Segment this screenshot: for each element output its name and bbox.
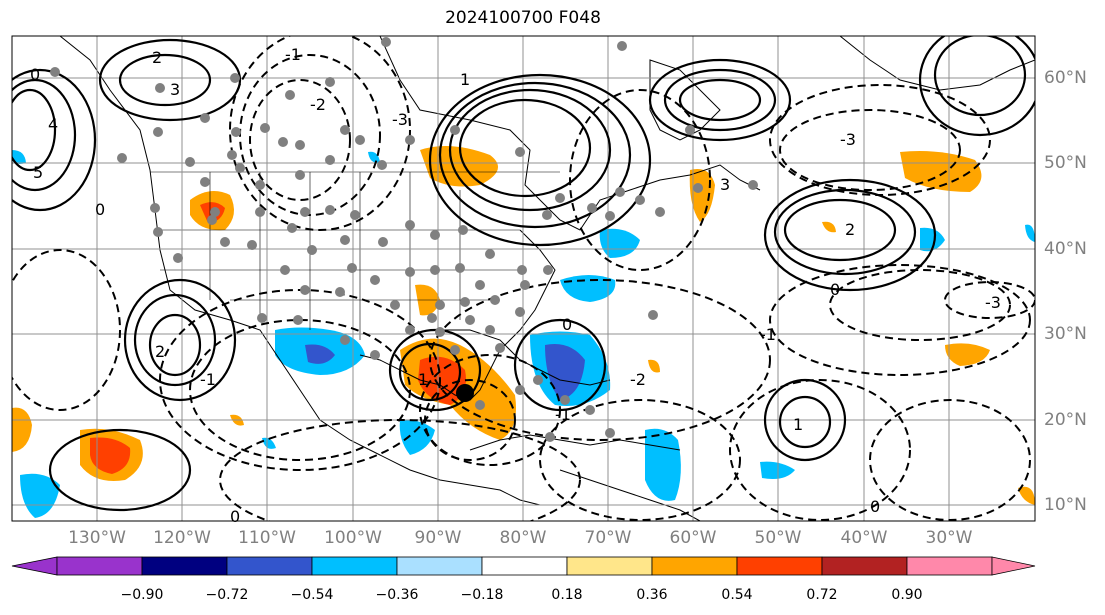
contour-label-group: 3 2 0 4 5 -1 -2 -3 1 0 2 3 -1 0 1 2 -3 1… xyxy=(30,45,1001,526)
contour-label: 3 xyxy=(720,175,730,194)
strong-negative-anomaly xyxy=(545,344,585,400)
contour-label: -2 xyxy=(630,370,646,389)
colorbar-over xyxy=(991,556,1036,576)
negative-anomaly xyxy=(1025,224,1035,242)
colorbar-swatch xyxy=(736,556,823,576)
positive-anomaly xyxy=(822,221,836,233)
negative-anomaly xyxy=(920,227,945,252)
contour-label: 2 xyxy=(152,48,162,67)
map-title: 2024100700 F048 xyxy=(445,8,601,28)
lon-label: 110°W xyxy=(238,528,296,548)
lon-label: 90°W xyxy=(414,528,462,548)
lat-label: 10°N xyxy=(1044,495,1087,515)
colorbar-swatch xyxy=(311,556,398,576)
lon-label: 70°W xyxy=(584,528,632,548)
contour-label: 0 xyxy=(830,280,840,299)
negative-anomaly xyxy=(599,228,640,258)
lon-label: 50°W xyxy=(754,528,802,548)
colorbar-swatch xyxy=(651,556,738,576)
contour-label: -3 xyxy=(392,110,408,129)
colorbar-tick-label: 0.72 xyxy=(806,587,838,603)
lon-label: 130°W xyxy=(68,528,126,548)
lat-label: 30°N xyxy=(1044,324,1087,344)
negative-anomaly xyxy=(368,151,380,163)
colorbar-swatch xyxy=(141,556,228,576)
negative-anomaly xyxy=(262,437,276,449)
colorbar-tick-label: −0.72 xyxy=(205,587,249,603)
contour-label: -3 xyxy=(840,130,856,149)
contour-label: 1 xyxy=(460,70,470,89)
colorbar-tick-label: 0.18 xyxy=(551,587,583,603)
negative-anomaly xyxy=(645,428,681,501)
lat-label: 40°N xyxy=(1044,239,1087,259)
map-frame xyxy=(11,35,1036,522)
positive-anomaly xyxy=(689,169,715,222)
colorbar xyxy=(11,556,1036,576)
colorbar-swatch xyxy=(566,556,653,576)
lon-label: 120°W xyxy=(153,528,211,548)
colorbar-swatch xyxy=(906,556,993,576)
colorbar-swatch xyxy=(56,556,143,576)
graticule xyxy=(12,36,1035,521)
lon-label: 60°W xyxy=(669,528,717,548)
contour-label: 0 xyxy=(870,497,880,516)
colorbar-tick-label: −0.54 xyxy=(290,587,334,603)
contour-label: 4 xyxy=(48,115,58,134)
colorbar-swatch xyxy=(821,556,908,576)
positive-anomaly xyxy=(900,151,982,192)
contour-label: 0 xyxy=(95,200,105,219)
lon-label: 40°W xyxy=(840,528,888,548)
colorbar-swatch xyxy=(226,556,313,576)
colorbar-swatch xyxy=(396,556,483,576)
lon-label: 80°W xyxy=(499,528,547,548)
contour-label: 0 xyxy=(30,65,40,84)
lon-label: 100°W xyxy=(324,528,382,548)
positive-contours xyxy=(12,36,1035,512)
colorbar-tick-label: −0.18 xyxy=(460,587,504,603)
negative-contours xyxy=(12,36,1035,521)
lat-label: 20°N xyxy=(1044,410,1087,430)
negative-anomaly xyxy=(20,473,60,518)
colorbar-tick-label: 0.36 xyxy=(636,587,668,603)
contour-label: -1 xyxy=(285,45,301,64)
contour-label: 1 xyxy=(793,415,803,434)
contour-label: -1 xyxy=(200,370,216,389)
contour-label: 2 xyxy=(155,342,165,361)
lon-label: 30°W xyxy=(925,528,973,548)
positive-anomaly xyxy=(1018,486,1035,505)
positive-anomaly xyxy=(648,359,660,373)
contour-label: -1 xyxy=(760,325,776,344)
negative-anomaly xyxy=(12,150,26,164)
colorbar-tick-label: 0.54 xyxy=(721,587,753,603)
colorbar-under xyxy=(11,556,58,576)
strong-negative-anomaly xyxy=(305,344,335,364)
contour-label: 0 xyxy=(562,315,572,334)
lat-label: 60°N xyxy=(1044,68,1087,88)
contour-label: 0 xyxy=(230,507,240,526)
positive-anomaly xyxy=(945,343,990,366)
contour-label: -2 xyxy=(310,95,326,114)
positive-anomaly xyxy=(12,407,32,452)
negative-anomaly xyxy=(560,275,616,302)
strong-positive-anomaly xyxy=(90,437,131,474)
colorbar-tick-label: 0.90 xyxy=(891,587,923,603)
colorbar-tick-label: −0.36 xyxy=(375,587,419,603)
storm-center-marker xyxy=(456,384,474,402)
lat-label: 50°N xyxy=(1044,153,1087,173)
colorbar-tick-label: −0.90 xyxy=(120,587,164,603)
colorbar-swatch xyxy=(481,556,568,576)
contour-label: 1 xyxy=(418,370,428,389)
contour-label: 2 xyxy=(845,220,855,239)
contour-label: -1 xyxy=(555,405,571,424)
contour-label: -3 xyxy=(985,293,1001,312)
observation-dots xyxy=(50,37,758,442)
contour-label: 3 xyxy=(170,80,180,99)
contour-label: 5 xyxy=(33,163,43,182)
